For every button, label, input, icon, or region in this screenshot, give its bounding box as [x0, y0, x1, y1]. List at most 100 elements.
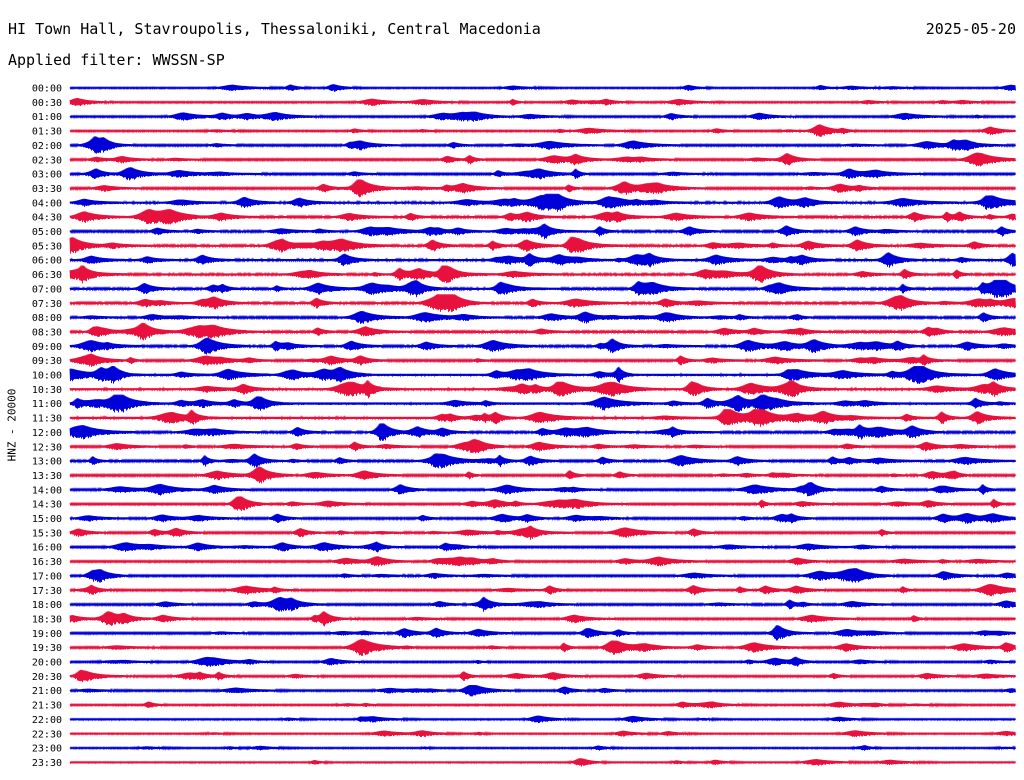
trace-line [69, 466, 1016, 484]
hour-tick-label: 10:30 [32, 385, 62, 396]
trace-line [69, 512, 1016, 524]
trace-line [69, 684, 1016, 697]
trace-line [69, 596, 1016, 612]
hour-tick-label: 08:00 [32, 313, 62, 324]
trace-line [69, 568, 1016, 583]
hour-tick-label: 13:00 [32, 457, 62, 468]
hour-tick-label: 16:30 [32, 557, 62, 568]
trace-line [69, 745, 1016, 751]
trace-line [69, 380, 1016, 399]
trace-line [69, 179, 1016, 198]
hour-tick-label: 11:00 [32, 399, 62, 410]
hour-tick-label: 03:00 [32, 170, 62, 181]
hour-tick-label: 04:30 [32, 213, 62, 224]
trace-line [69, 124, 1016, 137]
trace-line [69, 136, 1016, 154]
hour-tick-label: 07:30 [32, 299, 62, 310]
hour-tick-label: 21:00 [32, 686, 62, 697]
hour-tick-label: 23:30 [32, 758, 62, 769]
hour-tick-label: 19:00 [32, 629, 62, 640]
trace-line [69, 656, 1016, 667]
trace-line [69, 611, 1016, 627]
trace-line [69, 111, 1016, 122]
hour-tick-label: 02:00 [32, 141, 62, 152]
trace-line [69, 279, 1016, 298]
hour-tick-label: 00:00 [32, 84, 62, 95]
hour-tick-label: 01:00 [32, 112, 62, 123]
trace-line [69, 715, 1016, 724]
hour-tick-label: 23:00 [32, 744, 62, 755]
trace-line [69, 337, 1016, 355]
trace-line [69, 252, 1016, 268]
hour-tick-label: 03:30 [32, 184, 62, 195]
hour-tick-label: 17:30 [32, 586, 62, 597]
hour-tick-label: 11:30 [32, 414, 62, 425]
hour-tick-label: 05:30 [32, 241, 62, 252]
station-title: HI Town Hall, Stavroupolis, Thessaloniki… [8, 20, 541, 38]
trace-line [69, 669, 1016, 683]
trace-line [69, 624, 1016, 641]
hour-tick-label: 02:30 [32, 155, 62, 166]
trace-line [69, 730, 1016, 738]
record-date: 2025-05-20 [925, 20, 1016, 38]
hour-tick-label: 08:30 [32, 327, 62, 338]
hour-tick-label: 19:30 [32, 643, 62, 654]
trace-line [69, 525, 1016, 540]
hour-tick-label: 10:00 [32, 371, 62, 382]
trace-line [69, 394, 1016, 413]
hour-tick-label: 18:30 [32, 614, 62, 625]
trace-line [69, 152, 1016, 167]
hour-tick-label: 16:00 [32, 543, 62, 554]
trace-line [69, 209, 1016, 225]
hour-tick-label: 18:00 [32, 600, 62, 611]
hour-tick-label: 17:00 [32, 571, 62, 582]
hour-tick-label: 06:30 [32, 270, 62, 281]
trace-line [69, 438, 1016, 454]
hour-tick-label: 15:30 [32, 528, 62, 539]
hour-tick-label: 05:00 [32, 227, 62, 238]
hour-tick-label: 14:00 [32, 485, 62, 496]
hour-tick-label: 20:00 [32, 658, 62, 669]
hour-tick-label: 09:00 [32, 342, 62, 353]
trace-line [69, 294, 1016, 313]
trace-line [69, 409, 1016, 427]
trace-line [69, 236, 1016, 254]
hour-tick-label: 21:30 [32, 701, 62, 712]
hour-tick-label: 09:30 [32, 356, 62, 367]
trace-line [69, 310, 1016, 324]
trace-line [69, 758, 1016, 767]
trace-line [69, 193, 1016, 212]
hour-tick-label: 22:30 [32, 729, 62, 740]
trace-line [69, 701, 1016, 709]
hour-tick-label: 01:30 [32, 127, 62, 138]
trace-line [69, 639, 1016, 656]
hour-tick-label: 06:00 [32, 256, 62, 267]
trace-line [69, 423, 1016, 442]
trace-line [69, 353, 1016, 367]
hour-tick-label: 04:00 [32, 198, 62, 209]
trace-line [69, 541, 1016, 553]
trace-line [69, 167, 1016, 181]
trace-line [69, 223, 1016, 240]
hour-tick-label: 14:30 [32, 500, 62, 511]
hour-tick-label: 15:00 [32, 514, 62, 525]
hour-tick-label: 20:30 [32, 672, 62, 683]
hour-tick-label: 07:00 [32, 284, 62, 295]
trace-line [69, 84, 1016, 92]
trace-line [69, 322, 1016, 341]
filter-label: Applied filter: WWSSN-SP [8, 51, 225, 69]
trace-line [69, 482, 1016, 497]
trace-line [69, 365, 1016, 385]
hour-tick-label: 00:30 [32, 98, 62, 109]
hour-tick-label: 22:00 [32, 715, 62, 726]
trace-line [69, 496, 1016, 512]
trace-line [69, 97, 1016, 107]
trace-line [69, 556, 1016, 567]
hour-tick-label: 12:30 [32, 442, 62, 453]
trace-line [69, 265, 1016, 284]
trace-line [69, 583, 1016, 597]
trace-line [69, 453, 1016, 469]
hour-tick-label: 13:30 [32, 471, 62, 482]
hour-tick-label: 12:00 [32, 428, 62, 439]
